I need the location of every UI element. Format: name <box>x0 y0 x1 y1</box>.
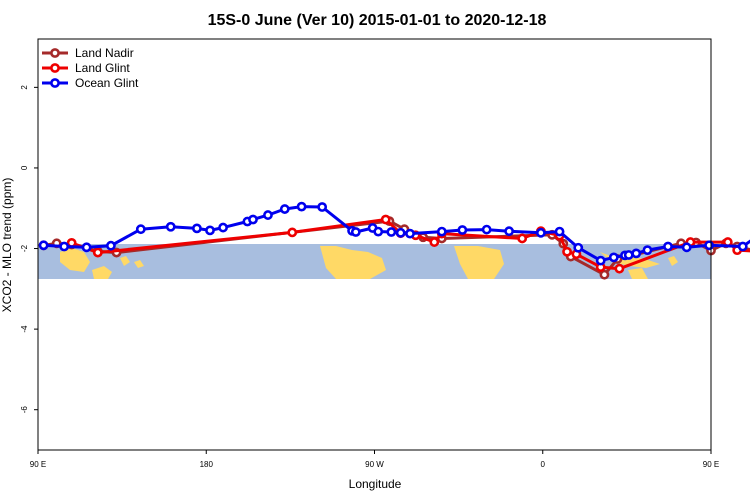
x-tick-label: 90 E <box>703 460 719 469</box>
data-point <box>663 241 673 252</box>
data-point <box>279 204 290 214</box>
data-point <box>205 225 215 236</box>
y-tick-label: -2 <box>20 244 29 252</box>
data-point <box>595 255 606 266</box>
legend-marker <box>50 78 60 88</box>
legend-item: Ocean Glint <box>42 76 139 90</box>
data-point <box>573 242 584 253</box>
data-point <box>457 225 468 235</box>
data-point <box>81 242 92 253</box>
y-tick-label: 0 <box>20 165 29 170</box>
data-point <box>704 240 715 251</box>
data-point <box>248 214 258 225</box>
data-point <box>380 214 391 225</box>
data-point <box>737 241 748 252</box>
data-point <box>165 221 176 232</box>
data-point <box>481 224 492 235</box>
y-tick-label: -4 <box>20 325 29 333</box>
legend-item: Land Glint <box>42 61 130 75</box>
data-point <box>517 233 528 244</box>
y-tick-label: -6 <box>20 406 29 414</box>
x-tick-label: 180 <box>200 460 214 469</box>
data-point <box>287 227 298 238</box>
data-point <box>106 240 116 251</box>
data-point <box>350 227 361 237</box>
data-point <box>373 226 384 237</box>
y-axis: 2 0 -2 -4 -6 <box>20 85 38 414</box>
data-point <box>562 246 572 257</box>
land-africa <box>454 246 504 279</box>
series-layer <box>38 201 750 280</box>
data-point <box>599 269 610 280</box>
data-point <box>681 242 692 253</box>
data-point <box>59 241 70 252</box>
data-point <box>623 250 634 260</box>
data-point <box>608 252 619 263</box>
x-tick-label: 90 W <box>365 460 384 469</box>
legend-label: Land Glint <box>75 61 130 75</box>
x-axis-label: Longitude <box>349 477 402 491</box>
data-point <box>317 202 328 212</box>
x-axis: 90 E 180 90 W 0 90 E <box>30 450 719 469</box>
data-point <box>535 227 546 238</box>
data-point <box>429 237 440 247</box>
data-point <box>554 226 565 237</box>
legend-item: Land Nadir <box>42 46 134 60</box>
data-point <box>135 224 146 235</box>
land-south-america <box>320 246 386 279</box>
land-australia-north <box>60 248 112 279</box>
legend-label: Ocean Glint <box>75 76 139 90</box>
data-point <box>92 247 103 258</box>
data-point <box>218 222 228 233</box>
data-point <box>614 263 625 274</box>
x-tick-label: 0 <box>541 460 546 469</box>
data-point <box>38 240 49 251</box>
data-point <box>436 226 447 237</box>
chart-title: 15S-0 June (Ver 10) 2015-01-01 to 2020-1… <box>208 12 547 29</box>
data-point <box>263 210 273 220</box>
data-point <box>395 227 406 238</box>
legend-label: Land Nadir <box>75 46 134 60</box>
series-2 <box>38 201 750 266</box>
land-islands-east <box>668 256 678 266</box>
data-point <box>405 228 415 239</box>
x-tick-label: 90 E <box>30 460 46 469</box>
data-point <box>642 245 653 256</box>
data-point <box>504 226 514 237</box>
legend-marker <box>50 63 60 73</box>
land-islands-west <box>120 256 144 268</box>
land-masses <box>60 246 678 279</box>
data-point <box>631 248 642 259</box>
y-tick-label: 2 <box>20 85 29 90</box>
legend-marker <box>50 48 60 58</box>
y-axis-label: XCO2 - MLO trend (ppm) <box>0 178 14 313</box>
data-point <box>386 227 397 237</box>
data-point <box>192 223 202 234</box>
data-point <box>296 201 307 212</box>
